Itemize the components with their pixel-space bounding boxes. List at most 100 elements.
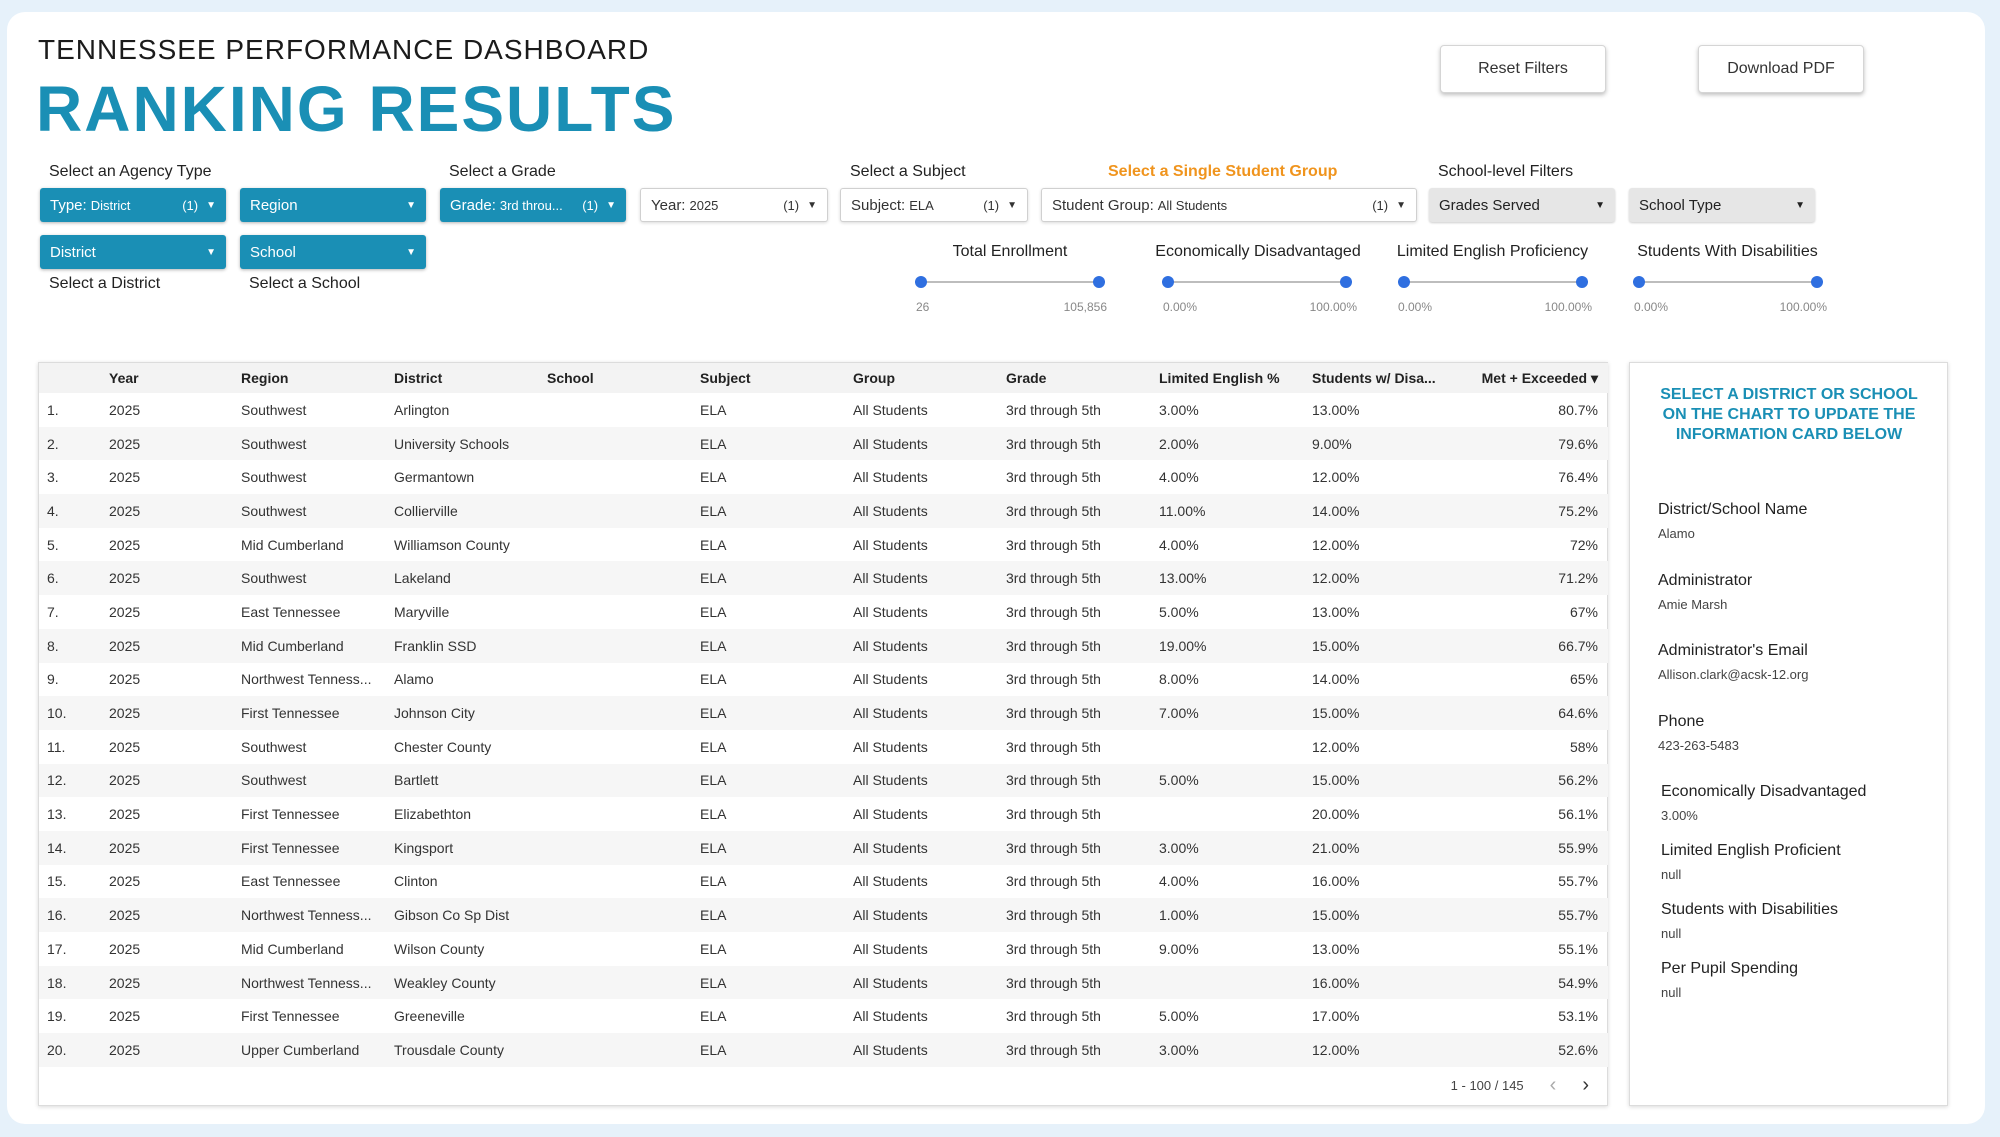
grades-served-dropdown[interactable]: Grades Served ▼ — [1429, 188, 1615, 222]
table-cell: 3rd through 5th — [1006, 898, 1159, 932]
table-cell: 53.1% — [1558, 1008, 1598, 1025]
table-row[interactable]: 11. 2025 Southwest Chester County ELA All Stu… — [39, 730, 1608, 764]
table-row[interactable]: 3. 2025 Southwest Germantown ELA All Students… — [39, 460, 1608, 494]
table-cell: Collierville — [394, 494, 547, 528]
column-header[interactable]: Group — [853, 363, 1006, 393]
agency-type-dropdown[interactable]: Type: District (1) ▼ — [40, 188, 226, 222]
slider-max-handle[interactable] — [1340, 276, 1352, 288]
student-group-dropdown[interactable]: Student Group: All Students (1) ▼ — [1041, 188, 1417, 222]
table-cell — [547, 595, 700, 629]
column-header[interactable]: Year — [109, 363, 241, 393]
slider-min-handle[interactable] — [915, 276, 927, 288]
grade-dropdown[interactable]: Grade: 3rd throu... (1) ▼ — [440, 188, 626, 222]
slider-min-value: 0.00% — [1398, 300, 1433, 314]
slider-min-value: 26 — [916, 300, 930, 314]
table-row[interactable]: 13. 2025 First Tennessee Elizabethton ELA All… — [39, 797, 1608, 831]
chevron-down-icon: ▼ — [1595, 199, 1605, 211]
table-row[interactable]: 1. 2025 Southwest Arlington ELA All Students 3… — [39, 393, 1608, 427]
chevron-right-icon[interactable]: › — [1582, 1074, 1589, 1096]
column-header[interactable]: Met + Exceeded ▾ — [1465, 363, 1608, 393]
table-cell: 19. — [47, 1008, 67, 1025]
district-hint: Select a District — [49, 275, 161, 292]
column-header[interactable]: Subject — [700, 363, 853, 393]
subject-dropdown[interactable]: Subject: ELA (1) ▼ — [840, 188, 1028, 222]
table-cell: 2025 — [109, 696, 241, 730]
chevron-down-icon: ▼ — [206, 199, 216, 211]
table-row[interactable]: 5. 2025 Mid Cumberland Williamson County ELA… — [39, 528, 1608, 562]
table-cell: 17.00% — [1312, 1008, 1360, 1025]
table-cell: First Tennessee — [241, 806, 340, 823]
district-dropdown[interactable]: District ▼ — [40, 235, 226, 269]
table-row[interactable]: 6. 2025 Southwest Lakeland ELA All Students 3r… — [39, 561, 1608, 596]
dashboard-eyebrow: TENNESSEE PERFORMANCE DASHBOARD — [38, 34, 650, 65]
student-group-label: Select a Single Student Group — [1108, 163, 1338, 180]
info-label-swd: Students with Disabilities — [1661, 901, 1838, 918]
download-pdf-button[interactable]: Download PDF — [1698, 45, 1864, 93]
table-row[interactable]: 16. 2025 Northwest Tenness... Gibson Co Sp … — [39, 898, 1608, 932]
table-cell: 12.00% — [1312, 738, 1360, 755]
reset-filters-button[interactable]: Reset Filters — [1440, 45, 1606, 93]
table-cell: 3. — [47, 469, 59, 486]
enrollment-slider[interactable] — [915, 276, 1105, 288]
year-dropdown[interactable]: Year: 2025 (1) ▼ — [640, 188, 828, 222]
table-cell: 55.7% — [1465, 898, 1608, 932]
limited-english-slider[interactable] — [1398, 276, 1588, 288]
slider-max-handle[interactable] — [1093, 276, 1105, 288]
school-dropdown[interactable]: School ▼ — [240, 235, 426, 269]
slider-min-handle[interactable] — [1398, 276, 1410, 288]
school-type-dropdown[interactable]: School Type ▼ — [1629, 188, 1815, 222]
table-row[interactable]: 8. 2025 Mid Cumberland Franklin SSD ELA All S… — [39, 628, 1608, 663]
table-row[interactable]: 19. 2025 First Tennessee Greeneville ELA All … — [39, 999, 1608, 1033]
column-header[interactable]: Region — [241, 363, 394, 393]
table-row[interactable]: 14. 2025 First Tennessee Kingsport ELA All St… — [39, 830, 1608, 865]
disabilities-slider[interactable] — [1633, 276, 1823, 288]
slider-min-value: 0.00% — [1634, 300, 1669, 314]
table-row[interactable]: 12. 2025 Southwest Bartlett ELA All Students 3… — [39, 763, 1608, 798]
table-row[interactable]: 20. 2025 Upper Cumberland Trousdale County E… — [39, 1033, 1608, 1067]
table-cell: 2025 — [109, 628, 241, 663]
table-row[interactable]: 17. 2025 Mid Cumberland Wilson County ELA All… — [39, 932, 1608, 966]
table-cell: 2025 — [109, 763, 241, 798]
table-row[interactable]: 9. 2025 Northwest Tenness... Alamo ELA All St… — [39, 663, 1608, 697]
slider-min-handle[interactable] — [1162, 276, 1174, 288]
table-row[interactable]: 18. 2025 Northwest Tenness... Weakley Count… — [39, 965, 1608, 1000]
slider-min-value: 0.00% — [1163, 300, 1198, 314]
table-cell: 15.00% — [1312, 628, 1465, 663]
table-cell: 2025 — [109, 806, 141, 823]
table-cell: 54.9% — [1465, 965, 1608, 1000]
table-cell: 2. — [39, 426, 109, 461]
column-header[interactable]: School — [547, 363, 700, 393]
slider-label-enrollment: Total Enrollment — [952, 243, 1068, 260]
table-cell: 9.00% — [1312, 426, 1465, 461]
table-cell: Lakeland — [394, 561, 547, 596]
table-row[interactable]: 7. 2025 East Tennessee Maryville ELA All Stud… — [39, 595, 1608, 629]
table-cell: 19.00% — [1159, 628, 1312, 663]
table-cell: 2025 — [109, 536, 141, 553]
school-hint: Select a School — [249, 275, 361, 292]
table-row[interactable]: 10. 2025 First Tennessee Johnson City ELA All… — [39, 696, 1608, 730]
table-row[interactable]: 4. 2025 Southwest Collierville ELA All Studen… — [39, 494, 1608, 528]
info-label-name: District/School Name — [1658, 501, 1808, 518]
econ-disadvantaged-slider[interactable] — [1162, 276, 1352, 288]
table-cell: Maryville — [394, 603, 450, 620]
region-dropdown[interactable]: Region ▼ — [240, 188, 426, 222]
info-label-administrator: Administrator — [1658, 572, 1753, 589]
table-cell: 13.00% — [1159, 561, 1312, 596]
table-cell — [547, 865, 700, 899]
table-cell: 3rd through 5th — [1006, 1033, 1159, 1067]
table-cell: All Students — [853, 696, 1006, 730]
info-value-administrator: Amie Marsh — [1658, 597, 1728, 612]
table-cell: Northwest Tenness... — [241, 898, 394, 932]
column-header[interactable]: Grade — [1006, 363, 1159, 393]
table-cell: First Tennessee — [241, 830, 394, 865]
slider-max-handle[interactable] — [1576, 276, 1588, 288]
table-cell — [547, 460, 700, 494]
table-row[interactable]: 2. 2025 Southwest University Schools ELA All … — [39, 426, 1608, 461]
column-header[interactable]: District — [394, 363, 547, 393]
slider-max-handle[interactable] — [1811, 276, 1823, 288]
column-header[interactable]: Limited English % — [1159, 363, 1312, 393]
slider-min-handle[interactable] — [1633, 276, 1645, 288]
table-row[interactable]: 15. 2025 East Tennessee Clinton ELA All Stude… — [39, 865, 1608, 899]
chevron-left-icon[interactable]: ‹ — [1549, 1074, 1557, 1096]
column-header[interactable]: Students w/ Disa... — [1312, 363, 1465, 393]
